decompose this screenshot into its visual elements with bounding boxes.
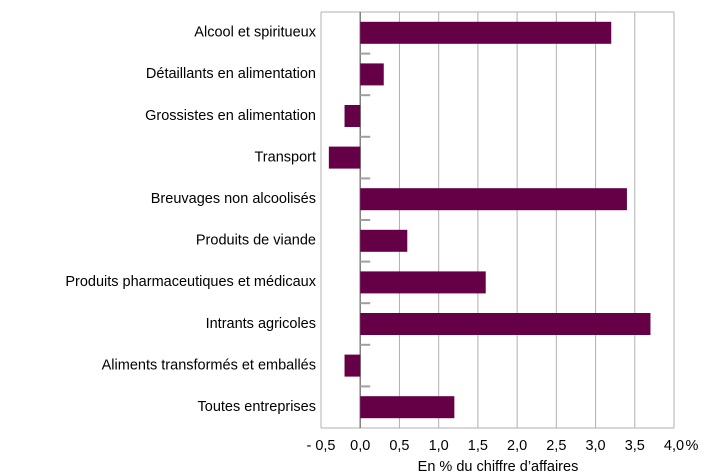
y-tick-label: Transport — [254, 149, 316, 165]
bar — [360, 63, 384, 86]
y-tick-label: Alcool et spiritueux — [194, 25, 316, 41]
x-tick-label: 3,0 — [585, 438, 605, 454]
x-tick-label: 0,5 — [389, 438, 409, 454]
y-tick-label: Produits pharmaceutiques et médicaux — [65, 274, 316, 290]
bar — [360, 271, 486, 294]
y-tick-label: Grossistes en alimentation — [145, 108, 316, 124]
bar — [328, 146, 361, 169]
y-tick-label: Toutes entreprises — [198, 399, 316, 415]
x-tick-label: 2,0 — [507, 438, 527, 454]
x-tick-label: 4,0 — [664, 438, 684, 454]
x-tick-label: - 0,5 — [306, 438, 335, 454]
y-tick-label: Produits de viande — [196, 233, 316, 249]
x-tick-label: 3,5 — [625, 438, 645, 454]
bar — [360, 396, 455, 419]
y-tick-label: Détaillants en alimentation — [146, 66, 316, 82]
bar — [360, 229, 408, 252]
bar — [344, 354, 361, 377]
x-tick-label: 2,5 — [546, 438, 566, 454]
y-tick-label: Intrants agricoles — [206, 316, 316, 332]
bar — [360, 188, 627, 211]
bar — [360, 313, 651, 335]
x-axis-label: En % du chiffre d’affaires — [418, 459, 579, 475]
y-tick-label: Aliments transformés et emballés — [102, 357, 316, 373]
bar — [360, 21, 612, 44]
x-tick-label: 1,0 — [429, 438, 449, 454]
y-tick-label: Breuvages non alcoolisés — [151, 191, 316, 207]
bar — [344, 105, 361, 127]
x-tick-label: 1,5 — [468, 438, 488, 454]
x-tick-label: 0,0 — [350, 438, 370, 454]
x-unit-label: % — [686, 438, 699, 454]
